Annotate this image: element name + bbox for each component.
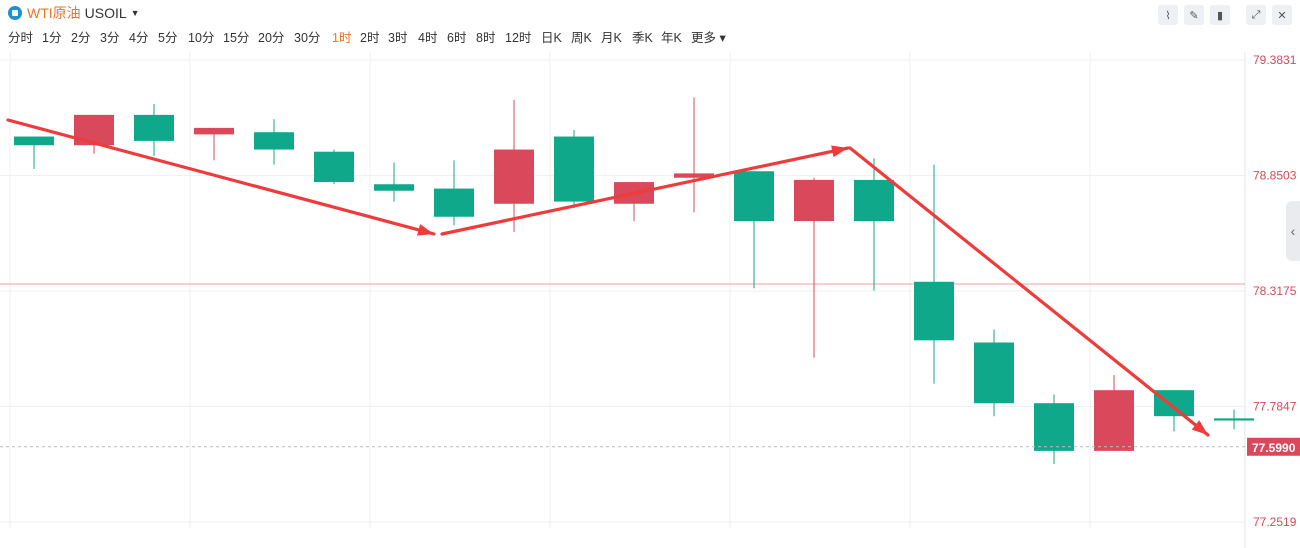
trend-arrow-2-shaft [440, 146, 850, 236]
timeframe-19[interactable]: 月K [601, 31, 622, 45]
candle-body [854, 179, 894, 222]
timeframe-2[interactable]: 2分 [71, 31, 91, 45]
expand-icon[interactable]: ⤢ [1246, 5, 1266, 25]
timeframe-15[interactable]: 8时 [476, 31, 496, 45]
timeframe-13[interactable]: 4时 [418, 31, 438, 45]
timeframe-16[interactable]: 12时 [505, 31, 532, 45]
trend-arrow-3-shaft [848, 146, 1210, 437]
candle-body [1094, 390, 1134, 451]
timeframe-21[interactable]: 年K [661, 31, 682, 45]
candle-body [254, 132, 294, 150]
symbol-code: USOIL [84, 5, 127, 21]
side-panel-toggle[interactable]: ‹ [1286, 201, 1300, 261]
timeframe-10[interactable]: 1时 [332, 31, 352, 45]
timeframe-20[interactable]: 季K [632, 31, 653, 45]
y-tick-label: 78.8503 [1253, 169, 1297, 183]
chevron-down-icon: ▼ [130, 8, 140, 18]
timeframe-5[interactable]: 5分 [158, 31, 178, 45]
candle-body [1034, 403, 1074, 451]
trend-arrow-1-head [416, 224, 434, 236]
timeframe-3[interactable]: 3分 [100, 31, 120, 45]
y-tick-label: 77.7847 [1253, 400, 1297, 414]
symbol-name: WTI原油 [27, 5, 81, 21]
draw-icon[interactable]: ✎ [1184, 5, 1204, 25]
chart-header: WTI原油 USOIL ▼ 分时 1分 2分 3分 4分 5分 10分 15分 20分 30分 1时… [0, 0, 1300, 52]
timeframe-8[interactable]: 20分 [258, 31, 285, 45]
candle-body [14, 136, 54, 146]
timeframe-7[interactable]: 15分 [223, 31, 250, 45]
timeframe-1[interactable]: 1分 [42, 31, 62, 45]
trend-arrow-1-shaft [6, 118, 436, 236]
candlestick-chart[interactable]: 79.3831 78.8503 78.3175 77.7847 77.2519 77.59… [0, 52, 1300, 548]
candle-body [434, 188, 474, 217]
symbol-icon [8, 6, 22, 20]
timeframe-6[interactable]: 10分 [188, 31, 215, 45]
candle-body [974, 342, 1014, 404]
timeframe-0[interactable]: 分时 [8, 31, 34, 45]
candle-body [1214, 418, 1254, 421]
candle-body [674, 173, 714, 178]
timeframe-9[interactable]: 30分 [294, 31, 321, 45]
timeframe-4[interactable]: 4分 [129, 31, 149, 45]
y-tick-label: 78.3175 [1253, 284, 1297, 298]
candle-body [494, 149, 534, 204]
trend-arrow-3-head [1191, 420, 1208, 435]
candle-body [134, 114, 174, 141]
symbol-selector[interactable]: WTI原油 USOIL ▼ [8, 3, 140, 23]
current-price-tag [1247, 437, 1300, 456]
candle-body [554, 136, 594, 202]
timeframe-14[interactable]: 6时 [447, 31, 467, 45]
candle-body [374, 184, 414, 191]
y-tick-label: 77.2519 [1253, 515, 1297, 529]
trend-arrow-2-head [831, 145, 848, 158]
timeframe-22[interactable]: 更多 ▾ [691, 31, 726, 45]
y-tick-label: 79.3831 [1253, 53, 1297, 67]
timeframe-17[interactable]: 日K [541, 31, 562, 45]
line-chart-icon[interactable]: ⌇ [1158, 5, 1178, 25]
chart-toolbar: ⌇ ✎ ▮ ⤢ ✕ [1152, 5, 1292, 25]
chevron-left-icon: ‹ [1290, 223, 1296, 239]
candle-settings-icon[interactable]: ▮ [1210, 5, 1230, 25]
timeframe-12[interactable]: 3时 [388, 31, 408, 45]
close-icon[interactable]: ✕ [1272, 5, 1292, 25]
timeframe-11[interactable]: 2时 [360, 31, 380, 45]
candle-body [734, 171, 774, 222]
candle-body [914, 281, 954, 341]
candle-body [794, 179, 834, 222]
current-price-label: 77.5990 [1252, 441, 1296, 455]
timeframe-18[interactable]: 周K [571, 31, 592, 45]
candle-body [1154, 390, 1194, 417]
candle-body [194, 127, 234, 135]
candle-body [314, 151, 354, 183]
